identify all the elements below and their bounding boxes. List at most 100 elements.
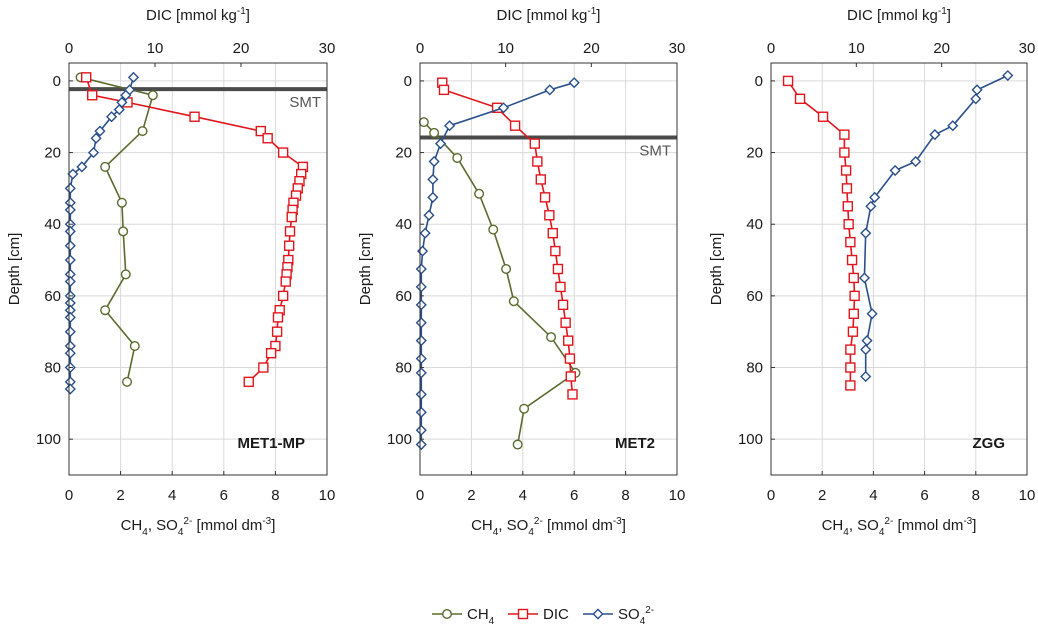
top-tick-label: 10 bbox=[848, 40, 865, 57]
so4-line bbox=[420, 81, 575, 445]
so4-point bbox=[90, 132, 102, 144]
y-tick-label: 100 bbox=[738, 431, 763, 448]
so4-point bbox=[415, 281, 427, 293]
legend-ch4-marker bbox=[442, 609, 453, 620]
ch4-point bbox=[512, 439, 523, 450]
y-tick-label: 60 bbox=[395, 288, 412, 305]
so4-point bbox=[427, 173, 439, 186]
plot-frame bbox=[770, 62, 1028, 476]
panel-label: MET2 bbox=[615, 435, 655, 452]
series-dic bbox=[80, 72, 309, 388]
dic-point bbox=[272, 312, 284, 323]
dic-point bbox=[284, 226, 296, 237]
dic-point bbox=[567, 389, 578, 400]
so4-point bbox=[64, 326, 76, 338]
so4-point bbox=[416, 245, 429, 257]
dic-point bbox=[532, 156, 543, 167]
dic-point bbox=[277, 147, 289, 158]
bottom-tick-label: 0 bbox=[767, 487, 775, 504]
so4-point bbox=[434, 138, 447, 150]
top-tick-label: 30 bbox=[1019, 40, 1036, 57]
so4-point bbox=[105, 111, 118, 123]
top-axis-title: DIC [mmol kg-1] bbox=[847, 6, 951, 24]
dic-point bbox=[550, 245, 561, 257]
dic-line bbox=[441, 82, 574, 395]
so4-point bbox=[428, 155, 440, 168]
so4-point bbox=[423, 209, 435, 221]
so4-point bbox=[415, 335, 427, 347]
dic-point bbox=[547, 227, 558, 239]
so4-point bbox=[1002, 69, 1014, 82]
bottom-tick-label: 6 bbox=[220, 487, 228, 504]
so4-point bbox=[443, 120, 456, 132]
so4-point bbox=[860, 370, 872, 383]
top-tick-label: 30 bbox=[669, 40, 686, 57]
y-tick-label: 100 bbox=[36, 431, 61, 448]
y-tick-label: 80 bbox=[395, 360, 412, 377]
dic-point bbox=[255, 125, 266, 137]
y-tick-label: 0 bbox=[53, 73, 61, 90]
dic-line bbox=[787, 80, 856, 386]
ch4-point bbox=[100, 161, 111, 172]
so4-point bbox=[64, 347, 76, 359]
so4-point bbox=[76, 161, 88, 173]
so4-point bbox=[497, 102, 510, 114]
so4-point bbox=[419, 227, 431, 239]
y-tick-label: 60 bbox=[44, 288, 61, 305]
bottom-axis-title: CH4, SO42- [mmol dm-3] bbox=[822, 516, 977, 538]
so4-point bbox=[415, 263, 427, 275]
dic-point bbox=[849, 290, 860, 302]
so4-point bbox=[120, 89, 132, 101]
bottom-tick-label: 2 bbox=[467, 487, 475, 504]
dic-point bbox=[563, 335, 574, 346]
top-tick-label: 10 bbox=[147, 40, 164, 57]
top-tick-label: 0 bbox=[65, 40, 73, 57]
y-tick-label: 0 bbox=[755, 73, 763, 90]
y-tick-label: 40 bbox=[746, 216, 763, 233]
dic-point bbox=[560, 317, 571, 328]
dic-point bbox=[564, 353, 576, 364]
so4-point bbox=[415, 406, 427, 418]
so4-point bbox=[568, 77, 580, 89]
top-tick-label: 20 bbox=[933, 40, 950, 57]
dic-point bbox=[848, 272, 859, 284]
grid bbox=[419, 63, 678, 475]
so4-point bbox=[64, 204, 76, 216]
y-tick-label: 20 bbox=[746, 145, 763, 162]
y-tick-label: 20 bbox=[395, 145, 412, 162]
smt-label: SMT bbox=[639, 143, 671, 160]
so4-point bbox=[64, 225, 76, 237]
top-tick-label: 10 bbox=[497, 40, 514, 57]
so4-point bbox=[889, 164, 901, 177]
so4-line bbox=[863, 74, 1009, 377]
ch4-point bbox=[122, 376, 133, 387]
dic-point bbox=[509, 120, 521, 131]
so4-point bbox=[64, 311, 76, 323]
bottom-tick-label: 10 bbox=[1019, 487, 1036, 504]
plot-frame bbox=[419, 62, 678, 476]
ch4-point bbox=[100, 305, 111, 316]
ch4-point bbox=[118, 226, 129, 237]
so4-point bbox=[64, 240, 76, 252]
top-tick-label: 20 bbox=[583, 40, 600, 57]
so4-point bbox=[67, 168, 79, 180]
bottom-axis-title: CH4, SO42- [mmol dm-3] bbox=[121, 516, 276, 538]
panel-label: ZGG bbox=[973, 435, 1006, 452]
legend-dic-marker bbox=[517, 608, 529, 620]
ch4-line bbox=[423, 121, 577, 445]
y-tick-label: 80 bbox=[746, 360, 763, 377]
ch4-point bbox=[546, 332, 557, 343]
so4-point bbox=[415, 352, 427, 365]
dic-point bbox=[265, 347, 277, 359]
bottom-tick-label: 2 bbox=[116, 487, 124, 504]
dic-point bbox=[544, 210, 555, 221]
legend-ch4-label: CH4 bbox=[467, 606, 495, 627]
bottom-tick-label: 2 bbox=[818, 487, 826, 504]
so4-point bbox=[127, 71, 140, 83]
legend-so4-marker bbox=[592, 608, 604, 620]
ch4-point bbox=[501, 264, 512, 275]
panel-label: MET1-MP bbox=[238, 435, 306, 452]
